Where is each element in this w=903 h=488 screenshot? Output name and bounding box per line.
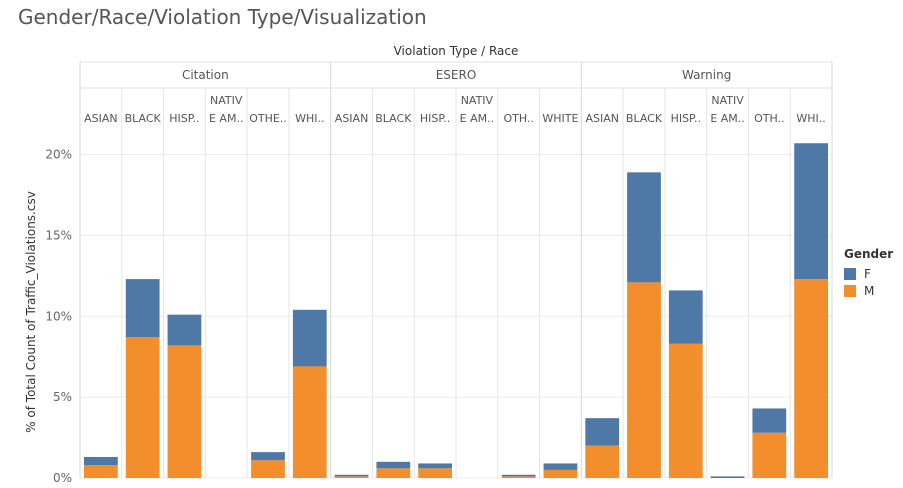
bar-f: [668, 290, 703, 344]
bar-f: [627, 172, 661, 283]
bar-m: [334, 476, 369, 478]
legend-title: Gender: [844, 247, 894, 261]
bar-m: [251, 460, 285, 478]
violation-type-label: Warning: [682, 68, 731, 82]
bar-m: [292, 366, 327, 478]
bar-m: [585, 445, 620, 478]
race-label: E AM..: [209, 112, 243, 125]
race-label: OTH..: [503, 112, 533, 125]
bar-f: [585, 418, 620, 446]
violation-type-label: Citation: [182, 68, 229, 82]
legend: Gender F M: [844, 247, 893, 299]
race-label: ASIAN: [585, 112, 619, 125]
y-tick-label: 5%: [53, 390, 72, 404]
bar-m: [752, 432, 787, 478]
bar-f: [251, 452, 285, 461]
race-label: ASIAN: [84, 112, 118, 125]
race-label: HISP..: [671, 112, 701, 125]
bar-m: [543, 469, 578, 478]
y-tick-label: 15%: [45, 228, 72, 242]
race-label: WHI..: [295, 112, 324, 125]
legend-item-m[interactable]: M: [844, 282, 893, 299]
bar-chart: 0% 5% 10% 15% 20% Citation ASIAN BLACK HISP.. NAT…: [45, 61, 833, 485]
y-tick-label: 10%: [45, 309, 72, 323]
bar-f: [501, 474, 536, 477]
bar-m: [794, 279, 828, 478]
bar-m: [84, 465, 118, 478]
bar-f: [376, 461, 411, 469]
bar-f: [543, 463, 578, 470]
bar-m: [668, 343, 703, 478]
race-label: OTH..: [754, 112, 784, 125]
legend-label-m: M: [864, 283, 875, 298]
bar-f: [752, 408, 787, 433]
race-label: E AM..: [710, 112, 744, 125]
bar-m: [167, 345, 202, 478]
bar-m: [418, 468, 452, 478]
race-label: HISP..: [420, 112, 450, 125]
race-label: NATIV: [461, 94, 494, 107]
chart-title: Gender/Race/Violation Type/Visualization: [18, 5, 427, 29]
race-label: BLACK: [375, 112, 412, 125]
y-tick-label: 20%: [45, 148, 72, 162]
bar-f: [710, 476, 745, 478]
bar-f: [84, 456, 118, 466]
bar-f: [125, 279, 160, 338]
race-label: WHI..: [796, 112, 825, 125]
bar-f: [794, 143, 828, 280]
race-label: HISP..: [169, 112, 199, 125]
legend-swatch-f: [844, 267, 856, 280]
bar-f: [292, 309, 327, 367]
bar-m: [627, 282, 661, 478]
violation-type-label: ESERO: [436, 68, 477, 82]
race-label: OTHE..: [249, 112, 287, 125]
bar-m: [376, 468, 411, 478]
bar-f: [167, 314, 202, 346]
race-label: BLACK: [626, 112, 663, 125]
legend-item-f[interactable]: F: [844, 265, 893, 282]
column-header-title: Violation Type / Race: [393, 44, 519, 58]
legend-label-f: F: [864, 266, 871, 281]
race-label: WHITE: [542, 112, 578, 125]
race-label: NATIV: [210, 94, 243, 107]
y-tick-label: 0%: [53, 471, 72, 485]
bar-m: [501, 476, 536, 478]
bar-f: [334, 474, 369, 477]
race-label: NATIV: [711, 94, 744, 107]
race-label: E AM..: [460, 112, 494, 125]
race-label: BLACK: [125, 112, 162, 125]
bar-f: [418, 463, 452, 469]
legend-swatch-m: [844, 284, 856, 297]
race-label: ASIAN: [335, 112, 369, 125]
bar-m: [125, 337, 160, 478]
